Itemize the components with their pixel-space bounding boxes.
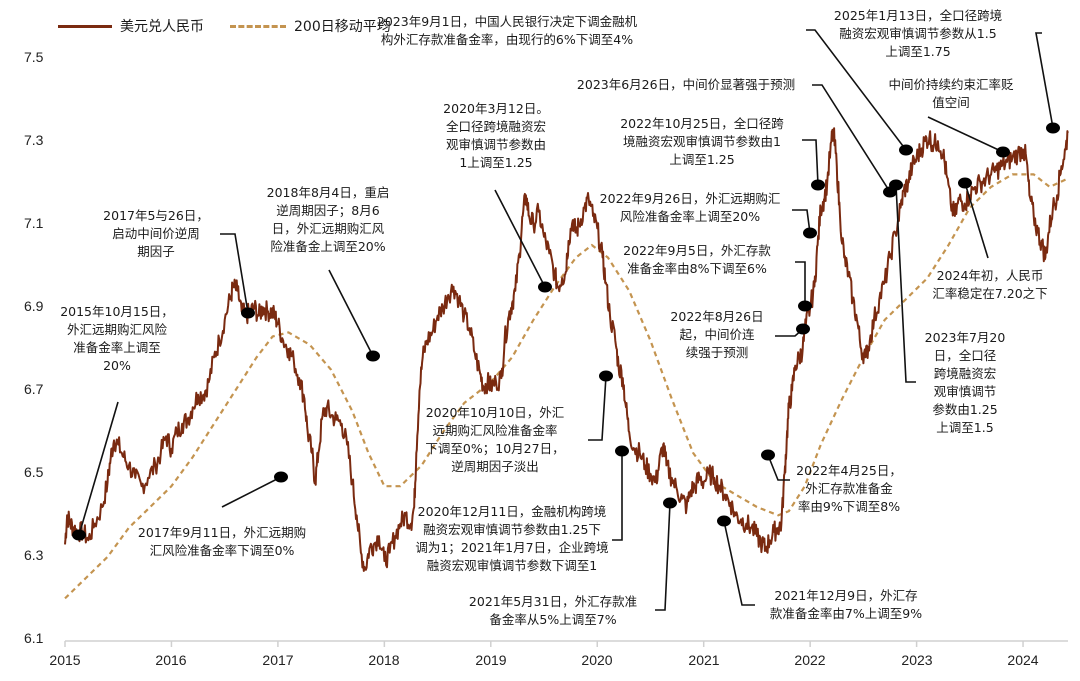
- event-marker-icon: [803, 227, 817, 239]
- leader-line: [806, 29, 907, 151]
- legend-label-usdcny: 美元兑人民币: [120, 19, 204, 35]
- leader-line: [221, 476, 282, 508]
- y-tick-label: 6.5: [24, 464, 44, 480]
- x-tick-label: 2024: [1007, 652, 1039, 668]
- leader-line: [220, 233, 249, 314]
- annotation-midpoint-constraint: 中间价持续约束汇率贬 值空间: [888, 77, 1014, 110]
- event-marker-icon: [958, 177, 972, 189]
- event-marker-icon: [599, 370, 613, 382]
- x-tick-label: 2021: [688, 652, 720, 668]
- annotation-2022-08-26: 2022年8月26日 起，中间价连 续强于预测: [670, 309, 764, 360]
- event-marker-icon: [1046, 122, 1060, 134]
- y-tick-label: 6.1: [24, 630, 44, 646]
- annotation-markers: [72, 122, 1060, 541]
- ma200-line: [64, 173, 1069, 600]
- legend: 美元兑人民币 200日移动平均: [58, 16, 417, 36]
- leader-line: [927, 116, 1004, 153]
- annotation-2023-09-01: 2023年9月1日，中国人民银行决定下调金融机 构外汇存款准备金率，由现行的6%…: [376, 14, 638, 47]
- annotation-2022-10-25: 2022年10月25日，全口径跨 境融资宏观审慎调节参数由1 上调至1.25: [620, 116, 784, 167]
- annotation-2022-09-05: 2022年9月5日，外汇存款 准备金率由8%下调至6%: [623, 243, 771, 276]
- x-tick-label: 2018: [368, 652, 400, 668]
- dashed-line-swatch-icon: [230, 24, 286, 28]
- leader-line: [1035, 32, 1054, 129]
- x-tick-label: 2019: [475, 652, 507, 668]
- event-marker-icon: [615, 445, 629, 457]
- legend-label-ma200: 200日移动平均: [294, 19, 391, 35]
- leader-line: [795, 261, 806, 306]
- event-marker-icon: [899, 144, 913, 156]
- y-tick-label: 6.7: [24, 381, 44, 397]
- x-tick-label: 2023: [901, 652, 933, 668]
- x-tick-label: 2015: [49, 652, 81, 668]
- annotation-2017-09-11: 2017年9月11日，外汇远期购 汇风险准备金率下调至0%: [137, 525, 307, 558]
- event-marker-icon: [717, 515, 731, 527]
- leader-line: [964, 182, 989, 259]
- leader-line: [328, 269, 374, 357]
- leader-line: [612, 451, 623, 541]
- event-marker-icon: [538, 281, 552, 293]
- event-marker-icon: [274, 471, 288, 483]
- legend-item-ma200: 200日移动平均: [230, 16, 391, 36]
- annotation-2021-12-09: 2021年12月9日，外汇存 款准备金率由7%上调至9%: [769, 588, 923, 621]
- event-marker-icon: [366, 350, 380, 362]
- event-marker-icon: [889, 179, 903, 191]
- y-tick-label: 6.9: [24, 298, 44, 314]
- event-marker-icon: [796, 323, 810, 335]
- usdcny-line: [64, 127, 1069, 572]
- legend-item-usdcny: 美元兑人民币: [58, 16, 204, 36]
- event-marker-icon: [241, 307, 255, 319]
- x-tick-marks: [64, 641, 1024, 647]
- x-tick-label: 2022: [794, 652, 826, 668]
- annotation-2023-07-20: 2023年7月20 日，全口径 跨境融资宏 观审慎调节 参数由1.25 上调至1…: [924, 330, 1006, 435]
- event-marker-icon: [663, 497, 677, 509]
- x-tick-label: 2016: [155, 652, 187, 668]
- leader-line: [792, 209, 811, 234]
- usdcny-series: [64, 127, 1069, 572]
- event-marker-icon: [996, 146, 1010, 158]
- solid-line-swatch-icon: [58, 24, 112, 28]
- leader-line: [895, 184, 916, 383]
- x-tick-label: 2020: [581, 652, 613, 668]
- annotation-2015-10-15: 2015年10月15日， 外汇远期购汇风险 准备金率上调至 20%: [60, 304, 174, 373]
- leader-line: [588, 375, 607, 441]
- event-marker-icon: [811, 179, 825, 191]
- ma200-series: [64, 173, 1069, 600]
- annotation-2021-05-31: 2021年5月31日，外汇存款准 备金率从5%上调至7%: [468, 594, 638, 627]
- annotation-2025-01-13: 2025年1月13日，全口径跨境 融资宏观审慎调节参数从1.5 上调至1.75: [833, 8, 1003, 59]
- leader-line: [767, 454, 790, 481]
- annotation-2020-12-11: 2020年12月11日，金融机构跨境 融资宏观审慎调节参数由1.25下 调为1；…: [415, 504, 609, 573]
- y-tick-label: 7.1: [24, 215, 44, 231]
- y-tick-label: 6.3: [24, 547, 44, 563]
- leader-line: [655, 502, 671, 611]
- y-tick-label: 7.3: [24, 132, 44, 148]
- leader-line: [78, 401, 119, 536]
- annotation-2020-10-10: 2020年10月10日，外汇 远期购汇风险准备金率 下调至0%；10月27日， …: [425, 405, 565, 474]
- annotation-2024-early: 2024年初，人民币 汇率稳定在7.20之下: [932, 268, 1048, 301]
- leader-line: [802, 139, 819, 186]
- event-marker-icon: [72, 529, 86, 541]
- event-marker-icon: [761, 449, 775, 461]
- annotation-2022-04-25: 2022年4月25日， 外汇存款准备金 率由9%下调至8%: [796, 463, 902, 514]
- leader-line: [812, 84, 891, 193]
- event-marker-icon: [798, 300, 812, 312]
- annotation-2017-05-26: 2017年5与26日， 启动中间价逆周 期因子: [103, 208, 209, 259]
- leader-line: [723, 520, 755, 606]
- leader-line: [494, 189, 546, 288]
- annotation-2020-03-12: 2020年3月12日。 全口径跨境融资宏 观审慎调节参数由 1上调至1.25: [443, 101, 549, 170]
- annotation-2018-08-04: 2018年8月4日，重启 逆周期因子；8月6 日，外汇远期购汇风 险准备金上调至…: [266, 185, 390, 254]
- annotation-2023-06-26: 2023年6月26日，中间价显著强于预测: [576, 77, 796, 92]
- x-tick-label: 2017: [262, 652, 294, 668]
- y-tick-label: 7.5: [24, 49, 44, 65]
- annotation-2022-09-26: 2022年9月26日，外汇远期购汇 风险准备金率上调至20%: [599, 191, 781, 224]
